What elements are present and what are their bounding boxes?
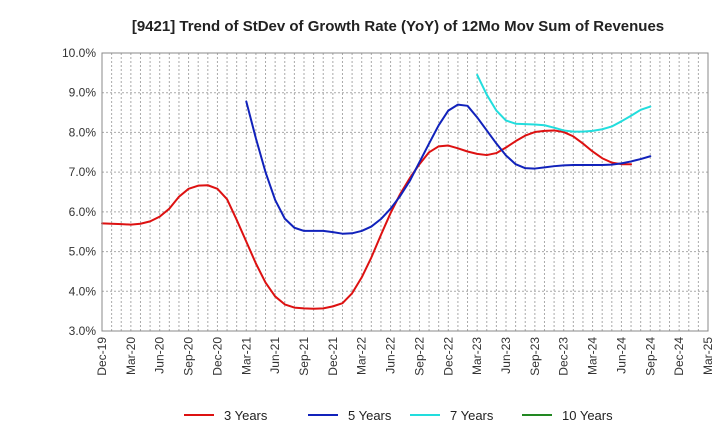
y-tick-label: 3.0% — [69, 324, 97, 338]
grid-layer — [101, 52, 709, 332]
x-tick-label: Sep-20 — [182, 337, 196, 376]
x-tick-label: Dec-22 — [441, 337, 455, 376]
series-line-7-years — [476, 73, 652, 133]
legend-label-5-years: 5 Years — [348, 408, 392, 423]
y-tick-label: 8.0% — [69, 125, 97, 139]
y-tick-label: 4.0% — [69, 284, 97, 298]
y-tick-label: 10.0% — [62, 46, 96, 60]
y-tick-label: 9.0% — [69, 86, 97, 100]
chart-title: [9421] Trend of StDev of Growth Rate (Yo… — [132, 18, 664, 35]
series-line-5-years — [245, 100, 652, 235]
x-tick-label: Sep-21 — [297, 337, 311, 376]
x-tick-label: Jun-20 — [153, 337, 167, 374]
x-tick-label: Mar-25 — [701, 337, 715, 375]
x-tick-label: Dec-20 — [210, 337, 224, 376]
y-tick-label: 6.0% — [69, 205, 97, 219]
x-tick-label: Dec-23 — [557, 337, 571, 376]
x-tick-label: Jun-24 — [614, 337, 628, 374]
x-tick-label: Mar-23 — [470, 337, 484, 375]
x-tick-label: Jun-22 — [384, 337, 398, 374]
x-tick-label: Dec-19 — [95, 337, 109, 376]
legend: 3 Years 5 Years 7 Years 10 Years — [184, 408, 613, 423]
x-axis-ticks: Dec-19 Mar-20 Jun-20 Sep-20 Dec-20 Mar-21 Jun-… — [95, 337, 715, 376]
x-tick-label: Sep-22 — [412, 337, 426, 376]
x-tick-label: Sep-23 — [528, 337, 542, 376]
x-tick-label: Jun-21 — [268, 337, 282, 374]
x-tick-label: Dec-21 — [326, 337, 340, 376]
legend-label-3-years: 3 Years — [224, 408, 268, 423]
x-tick-label: Mar-22 — [355, 337, 369, 375]
y-tick-label: 5.0% — [69, 245, 97, 259]
x-tick-label: Sep-24 — [643, 337, 657, 376]
y-tick-label: 7.0% — [69, 165, 97, 179]
legend-label-10-years: 10 Years — [562, 408, 613, 423]
plot-frame — [101, 52, 709, 332]
x-tick-label: Mar-21 — [239, 337, 253, 375]
series-line-3-years — [101, 129, 633, 310]
legend-label-7-years: 7 Years — [450, 408, 494, 423]
series-layer — [101, 73, 652, 310]
x-tick-label: Mar-20 — [124, 337, 138, 375]
x-tick-label: Dec-24 — [672, 337, 686, 376]
y-axis-ticks: 3.0% 4.0% 5.0% 6.0% 7.0% 8.0% 9.0% 10.0% — [62, 46, 96, 338]
x-tick-label: Mar-24 — [586, 337, 600, 375]
x-tick-label: Jun-23 — [499, 337, 513, 374]
